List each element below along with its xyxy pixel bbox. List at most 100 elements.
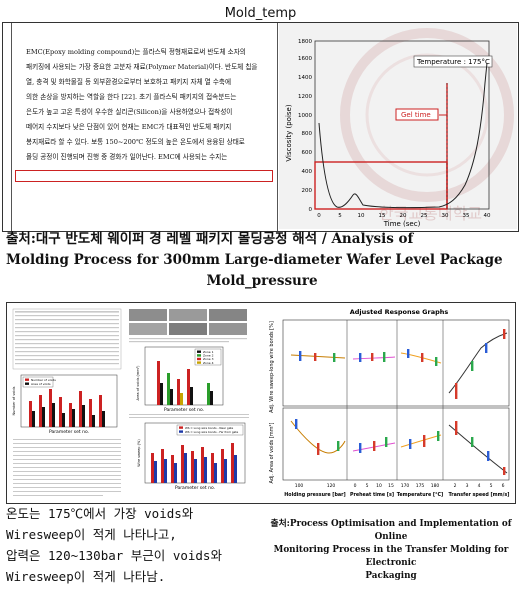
- y-tick: 400: [302, 169, 313, 175]
- gel-time-box: [395, 108, 439, 121]
- y-tick: 800: [302, 131, 313, 137]
- wire-sweep-points: [299, 329, 506, 399]
- summary-line: 온도는 175℃에서 가장 voids와: [6, 506, 194, 521]
- y-tick: 1600: [298, 56, 312, 62]
- svg-text:2: 2: [454, 483, 457, 489]
- doc-line: 은도가 높고 고온 특성이 우수한 실리콘(Silicon)을 사용하였으나 접…: [26, 108, 233, 116]
- response-graphs-title: Adjusted Response Graphs: [350, 308, 449, 316]
- caption-bottom: 출처:Process Optimisation and Implementati…: [262, 518, 520, 583]
- caption-top-line2: Molding Process for 300mm Large-diameter…: [6, 252, 503, 268]
- x-tick: 10: [358, 213, 365, 219]
- x-tick: 40: [484, 213, 491, 219]
- svg-text:WS = Long wire bonds - Far fro: WS = Long wire bonds - Far from gate: [185, 430, 238, 434]
- y-tick: 0: [309, 207, 313, 213]
- summary-line: Wiresweep이 적게 나타나고,: [6, 527, 177, 542]
- svg-text:180: 180: [431, 483, 440, 489]
- plot-top: [282, 319, 510, 407]
- doc-line: 의한 손상을 방지하는 역할을 한다 [22]. 초기 플라스틱 패키지의 접속…: [26, 93, 237, 101]
- viscosity-curve: [318, 62, 488, 209]
- paper-page: Zone 1 Zone 2 Zone 3 Zone 4 Area of void…: [7, 303, 257, 501]
- svg-text:WS = Long wire bonds - Near ga: WS = Long wire bonds - Near gate: [185, 426, 234, 430]
- svg-text:5: 5: [490, 483, 493, 489]
- y-tick: 1000: [298, 113, 312, 119]
- watermark-seal: [340, 28, 514, 202]
- svg-text:Zone 1: Zone 1: [203, 350, 214, 354]
- y-label-area-voids: Adj. Area of voids [mm²]: [269, 422, 275, 483]
- mold-pressure-panel: Zone 1 Zone 2 Zone 3 Zone 4 Area of void…: [6, 302, 516, 504]
- y-axis-label: Viscosity (poise): [285, 104, 293, 161]
- svg-text:Area of voids: Area of voids: [31, 382, 51, 386]
- x-label-preheat-time: Preheat time [s]: [350, 492, 394, 498]
- svg-text:Zone 4: Zone 4: [203, 361, 214, 365]
- watermark-seal-inner: [365, 53, 489, 177]
- svg-text:Parameter set no.: Parameter set no.: [175, 485, 215, 491]
- summary-line: 압력은 120~130bar 부근이 voids와: [6, 548, 222, 563]
- doc-line: 봉지재료라 할 수 있다. 보통 150~200℃ 정도의 높은 온도에서 용융…: [26, 138, 245, 146]
- x-tick: 25: [421, 213, 428, 219]
- wire-sweep-photos: [129, 309, 247, 343]
- doc-line: 패키징에 사용되는 가장 중요한 고분자 재료(Polymer Material…: [26, 63, 258, 71]
- svg-text:4: 4: [478, 483, 481, 489]
- document-excerpt: EMC(Epoxy molding compound)는 플라스틱 정형재료로써…: [11, 23, 278, 231]
- number-of-voids-chart: Number of voids Area of voids Number of …: [12, 374, 118, 435]
- summary-text: 온도는 175℃에서 가장 voids와 Wiresweep이 적게 나타나고,…: [6, 503, 256, 587]
- y-tick: 1200: [298, 94, 312, 100]
- svg-text:Wire sweep (%): Wire sweep (%): [137, 439, 141, 467]
- x-tick: 35: [463, 213, 470, 219]
- paper-text-columns: [13, 414, 249, 496]
- svg-text:5: 5: [366, 483, 369, 489]
- parameter-table: [12, 308, 122, 370]
- mold-temp-panel: EMC(Epoxy molding compound)는 플라스틱 정형재료로써…: [2, 22, 519, 232]
- temperature-label-box: [413, 55, 493, 68]
- svg-text:15: 15: [388, 483, 394, 489]
- x-label-temperature: Temperature [°C]: [397, 492, 443, 498]
- svg-text:Zone 2: Zone 2: [203, 354, 214, 358]
- x-label-holding-pressure: Holding pressure [bar]: [284, 492, 345, 498]
- caption-top-line1: 출처:대구 반도체 웨이퍼 경 레벨 패키지 몰딩공정 해석 / Analysi…: [6, 231, 414, 247]
- caption-bottom-line: Packaging: [365, 571, 417, 581]
- y-tick: 1800: [298, 39, 312, 45]
- area-of-voids-zone-chart: Zone 1 Zone 2 Zone 3 Zone 4 Area of void…: [136, 346, 224, 413]
- y-tick: 600: [302, 150, 313, 156]
- doc-line: 열, 충격 및 화학물질 등 외부환경으로부터 보호하고 패키지 자체 열 수축…: [26, 78, 232, 86]
- viscosity-chart: 한국교통대학교 Viscosity (poise) Time (sec) 0 2…: [279, 23, 517, 229]
- x-tick: 15: [379, 213, 386, 219]
- svg-text:170: 170: [401, 483, 410, 489]
- svg-text:Zone 3: Zone 3: [203, 357, 214, 361]
- caption-bottom-line: 출처:Process Optimisation and Implementati…: [270, 519, 512, 542]
- summary-line: Wiresweep이 적게 나타남.: [6, 569, 166, 584]
- y-label-wire-sweep: Adj. Wire sweep-long wire bonds [%]: [269, 321, 275, 413]
- mold-pressure-heading: Mold_pressure: [206, 273, 318, 289]
- x-axis-label: Time (sec): [383, 220, 421, 228]
- gel-time-label: Gel time: [401, 111, 431, 119]
- svg-text:0: 0: [354, 483, 357, 489]
- mold-temp-heading: Mold_temp: [224, 6, 297, 21]
- svg-text:3: 3: [466, 483, 469, 489]
- highlight-box: [15, 170, 273, 182]
- svg-text:10: 10: [376, 483, 382, 489]
- x-tick: 30: [442, 213, 449, 219]
- svg-text:Area of voids (mm²): Area of voids (mm²): [136, 365, 140, 401]
- caption-bottom-line: Monitoring Process in the Transfer Moldi…: [273, 545, 509, 568]
- svg-text:Parameter set no.: Parameter set no.: [164, 407, 204, 413]
- doc-line: 몰딩 공정이 진행되며 진행 중 경화가 일어난다. EMC에 사용되는 수지는: [26, 153, 228, 161]
- y-tick: 200: [302, 188, 313, 194]
- svg-text:100: 100: [295, 483, 304, 489]
- temperature-label: Temperature : 175°C: [416, 58, 490, 66]
- svg-text:6: 6: [502, 483, 505, 489]
- caption-top: 출처:대구 반도체 웨이퍼 경 레벨 패키지 몰딩공정 해석 / Analysi…: [6, 229, 518, 292]
- y-tick: 1400: [298, 75, 312, 81]
- x-label-transfer-speed: Transfer speed [mm/s]: [449, 492, 510, 498]
- x-tick: 5: [338, 213, 342, 219]
- svg-text:120: 120: [327, 483, 336, 489]
- svg-text:Number of voids: Number of voids: [31, 378, 56, 382]
- x-tick: 0: [317, 213, 321, 219]
- doc-line: EMC(Epoxy molding compound)는 플라스틱 정형재료로써…: [26, 48, 246, 56]
- x-tick: 20: [400, 213, 407, 219]
- svg-text:175: 175: [416, 483, 425, 489]
- svg-text:Parameter set no.: Parameter set no.: [49, 429, 89, 435]
- plot-bottom: [282, 407, 510, 481]
- wire-sweep-chart: WS = Long wire bonds - Near gate WS = Lo…: [137, 422, 246, 491]
- doc-line: 떼어지 수지보다 낮은 단점이 있어 현재는 EMC가 대표적인 반도체 패키지: [26, 123, 232, 131]
- area-voids-points: [295, 419, 506, 475]
